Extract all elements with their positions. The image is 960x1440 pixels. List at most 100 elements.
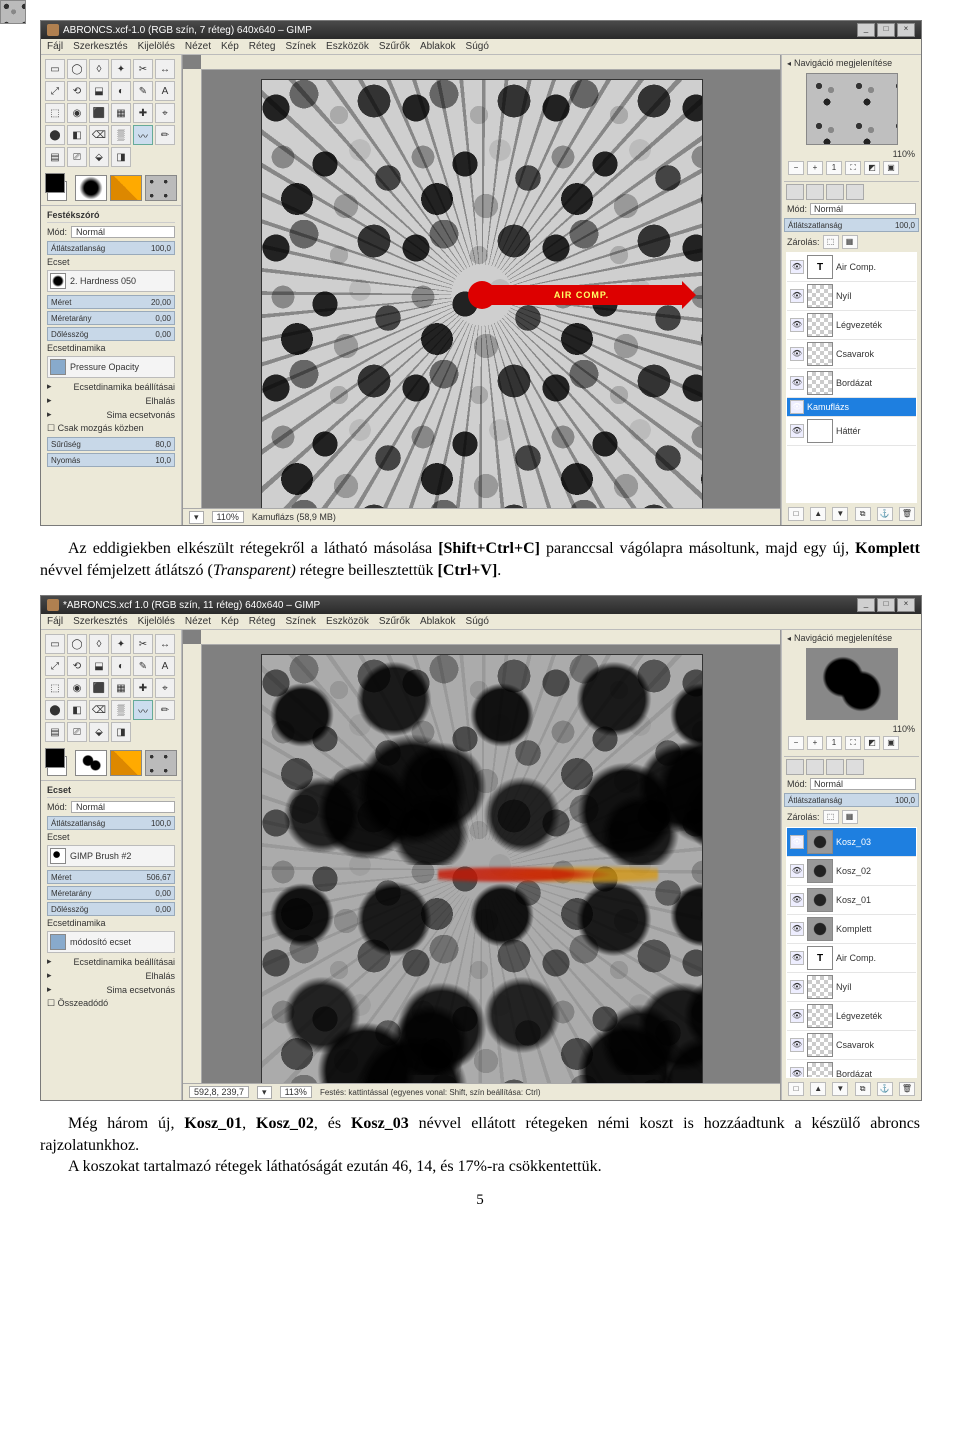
layer-name[interactable]: Kosz_03: [836, 837, 871, 847]
menu-szerkesztés[interactable]: Szerkesztés: [73, 41, 127, 52]
lock-alpha-icon[interactable]: ▦: [842, 810, 858, 824]
tool-button[interactable]: ◨: [111, 147, 131, 167]
mode-value[interactable]: Normál: [71, 801, 175, 813]
tool-button[interactable]: ⌖: [155, 103, 175, 123]
layer-row[interactable]: 👁Komplett: [787, 915, 916, 944]
tool-button[interactable]: ▤: [45, 722, 65, 742]
zoom-in-icon[interactable]: +: [807, 161, 823, 175]
tool-button[interactable]: ◧: [67, 125, 87, 145]
visibility-icon[interactable]: 👁: [790, 922, 804, 936]
rate-slider[interactable]: Sűrűség80,0: [47, 437, 175, 451]
tool-button[interactable]: ◯: [67, 59, 87, 79]
tool-button[interactable]: ▦: [111, 678, 131, 698]
layer-name[interactable]: Kamuﬂázs: [807, 402, 849, 412]
tool-button[interactable]: ⬚: [45, 103, 65, 123]
zoom-1-icon[interactable]: 1: [826, 161, 842, 175]
layer-name[interactable]: Bordázat: [836, 378, 872, 388]
menu-kijelölés[interactable]: Kijelölés: [138, 41, 175, 52]
layer-row[interactable]: 👁TAir Comp.: [787, 253, 916, 282]
lower-layer-icon[interactable]: ▼: [832, 1082, 848, 1096]
lock-alpha-icon[interactable]: ▦: [842, 235, 858, 249]
delete-layer-icon[interactable]: 🗑: [899, 1082, 915, 1096]
chk-smooth[interactable]: ▸ Sima ecsetvonás: [47, 409, 175, 420]
menu-szűrők[interactable]: Szűrők: [379, 41, 410, 52]
tool-button[interactable]: ✦: [111, 59, 131, 79]
visibility-icon[interactable]: 👁: [790, 1067, 804, 1078]
delete-layer-icon[interactable]: 🗑: [899, 507, 915, 521]
brush-preview[interactable]: [75, 750, 107, 776]
zoom-shrink-icon[interactable]: ▣: [883, 161, 899, 175]
visibility-icon[interactable]: 👁: [790, 1009, 804, 1023]
tool-button[interactable]: ◊: [89, 634, 109, 654]
tool-button[interactable]: ▤: [45, 147, 65, 167]
menu-fájl[interactable]: Fájl: [47, 616, 63, 627]
nav-preview[interactable]: [806, 73, 898, 145]
layer-row[interactable]: 👁Kosz_03: [787, 828, 916, 857]
anchor-layer-icon[interactable]: ⚓: [877, 507, 893, 521]
tool-button[interactable]: ⎚: [67, 147, 87, 167]
tool-button[interactable]: ↔: [155, 59, 175, 79]
tool-button[interactable]: ↔: [155, 634, 175, 654]
tool-button[interactable]: ⤢: [45, 81, 65, 101]
fgbg-swatch[interactable]: [45, 173, 67, 201]
layer-row[interactable]: 👁 Bordázat: [787, 369, 916, 398]
tool-button[interactable]: 〰: [133, 700, 153, 720]
menu-ablakok[interactable]: Ablakok: [420, 41, 456, 52]
layer-row[interactable]: 👁Csavarok: [787, 1031, 916, 1060]
zoom-1-icon[interactable]: 1: [826, 736, 842, 750]
tool-button[interactable]: ▒: [111, 125, 131, 145]
tool-button[interactable]: ⤢: [45, 656, 65, 676]
menu-színek[interactable]: Színek: [285, 41, 316, 52]
menu-eszközök[interactable]: Eszközök: [326, 41, 369, 52]
menu-fájl[interactable]: Fájl: [47, 41, 63, 52]
dup-layer-icon[interactable]: ⧉: [855, 1082, 871, 1096]
layer-row[interactable]: 👁TAir Comp.: [787, 944, 916, 973]
opacity-slider[interactable]: Átlátszatlanság100,0: [47, 241, 175, 255]
visibility-icon[interactable]: 👁: [790, 893, 804, 907]
layer-row[interactable]: 👁Kamuﬂázs: [787, 398, 916, 417]
zoom-fit-icon[interactable]: ⛶: [845, 161, 861, 175]
visibility-icon[interactable]: 👁: [790, 347, 804, 361]
zoom-shrink-icon[interactable]: ▣: [883, 736, 899, 750]
tool-button[interactable]: ⬙: [89, 722, 109, 742]
layer-row[interactable]: 👁Kosz_01: [787, 886, 916, 915]
tool-button[interactable]: ⌫: [89, 125, 109, 145]
nav-preview[interactable]: [806, 648, 898, 720]
new-layer-icon[interactable]: □: [788, 1082, 804, 1096]
tool-button[interactable]: ✦: [111, 634, 131, 654]
tab-channels[interactable]: [806, 759, 824, 775]
tool-button[interactable]: A: [155, 656, 175, 676]
tool-button[interactable]: ⬤: [45, 700, 65, 720]
tool-button[interactable]: ⬛: [89, 678, 109, 698]
chk-additive[interactable]: ☐ Összeadódó: [47, 998, 175, 1009]
tool-button[interactable]: ▭: [45, 634, 65, 654]
raise-layer-icon[interactable]: ▲: [810, 1082, 826, 1096]
zoom-fill-icon[interactable]: ◩: [864, 736, 880, 750]
tool-button[interactable]: ◐: [111, 81, 131, 101]
tool-button[interactable]: ⬛: [89, 103, 109, 123]
chk-smooth[interactable]: ▸ Sima ecsetvonás: [47, 984, 175, 995]
visibility-icon[interactable]: 👁: [790, 376, 804, 390]
zoom-out-icon[interactable]: −: [788, 736, 804, 750]
tool-button[interactable]: ▭: [45, 59, 65, 79]
layer-name[interactable]: Háttér: [836, 426, 861, 436]
brush-selector[interactable]: 2. Hardness 050: [47, 270, 175, 292]
layer-opacity[interactable]: Átlátszatlanság100,0: [784, 218, 919, 232]
brush-selector[interactable]: GIMP Brush #2: [47, 845, 175, 867]
menu-színek[interactable]: Színek: [285, 616, 316, 627]
menu-kép[interactable]: Kép: [221, 616, 239, 627]
brush-preview[interactable]: [75, 175, 107, 201]
tab-channels[interactable]: [806, 184, 824, 200]
chk-fade[interactable]: ▸ Elhalás: [47, 970, 175, 981]
zoom-fill-icon[interactable]: ◩: [864, 161, 880, 175]
canvas[interactable]: AIR COMP.: [261, 79, 703, 511]
visibility-icon[interactable]: 👁: [790, 260, 804, 274]
new-layer-icon[interactable]: □: [788, 507, 804, 521]
tool-button[interactable]: ◧: [67, 700, 87, 720]
tool-button[interactable]: ⌫: [89, 700, 109, 720]
layer-opacity[interactable]: Átlátszatlanság100,0: [784, 793, 919, 807]
unit-selector[interactable]: ▾: [257, 1086, 272, 1099]
tool-button[interactable]: ⌖: [155, 678, 175, 698]
tool-button[interactable]: ⬓: [89, 656, 109, 676]
tool-button[interactable]: ▒: [111, 700, 131, 720]
